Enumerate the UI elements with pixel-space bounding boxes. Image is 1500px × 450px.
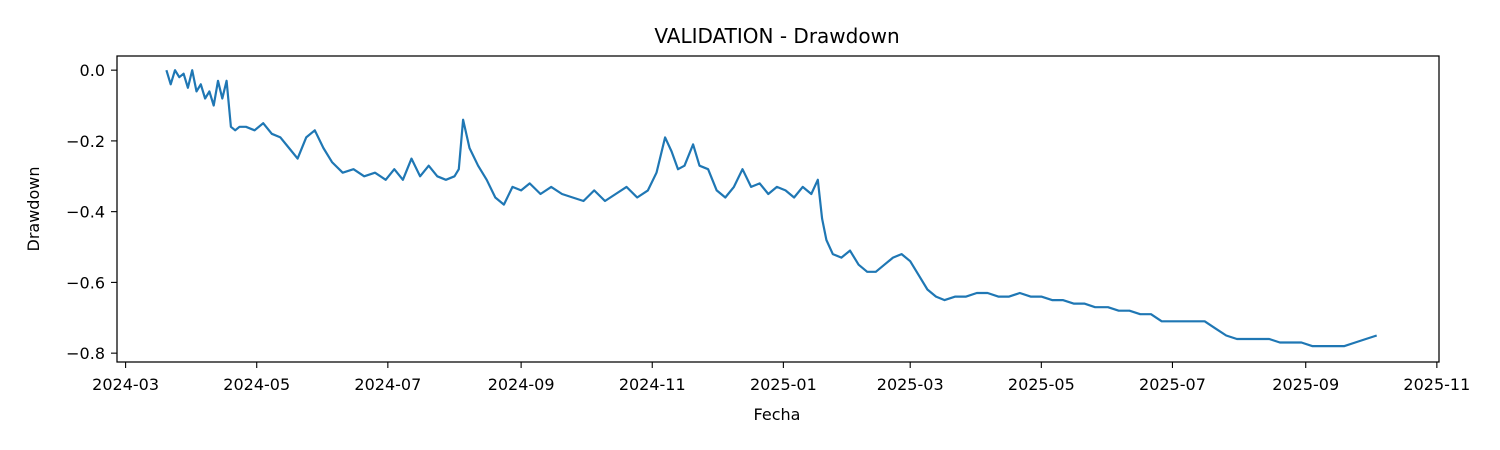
y-tick-label: −0.6 [66,273,105,292]
x-tick-label: 2025-05 [1008,375,1075,394]
y-tick-label: 0.0 [80,61,105,80]
x-tick-label: 2025-11 [1403,375,1470,394]
chart-title: VALIDATION - Drawdown [654,24,899,48]
x-tick-label: 2024-03 [92,375,159,394]
y-tick-label: −0.4 [66,203,105,222]
x-tick-label: 2024-07 [354,375,421,394]
x-tick-label: 2025-01 [750,375,817,394]
y-axis-label: Drawdown [24,167,43,252]
x-axis: 2024-03 2024-05 2024-07 2024-09 2024-11 2025-… [92,362,1470,394]
drawdown-series-line [165,69,1378,348]
x-tick-label: 2024-05 [223,375,290,394]
x-tick-label: 2025-09 [1272,375,1339,394]
axes-frame [116,55,1440,363]
y-axis: 0.0 −0.2 −0.4 −0.6 −0.8 [66,61,117,363]
y-tick-label: −0.2 [66,132,105,151]
x-tick-label: 2025-03 [877,375,944,394]
x-tick-label: 2024-11 [619,375,686,394]
x-tick-label: 2024-09 [488,375,555,394]
y-tick-label: −0.8 [66,344,105,363]
plot-area [165,69,1378,348]
x-tick-label: 2025-07 [1139,375,1206,394]
x-axis-label: Fecha [754,405,801,424]
